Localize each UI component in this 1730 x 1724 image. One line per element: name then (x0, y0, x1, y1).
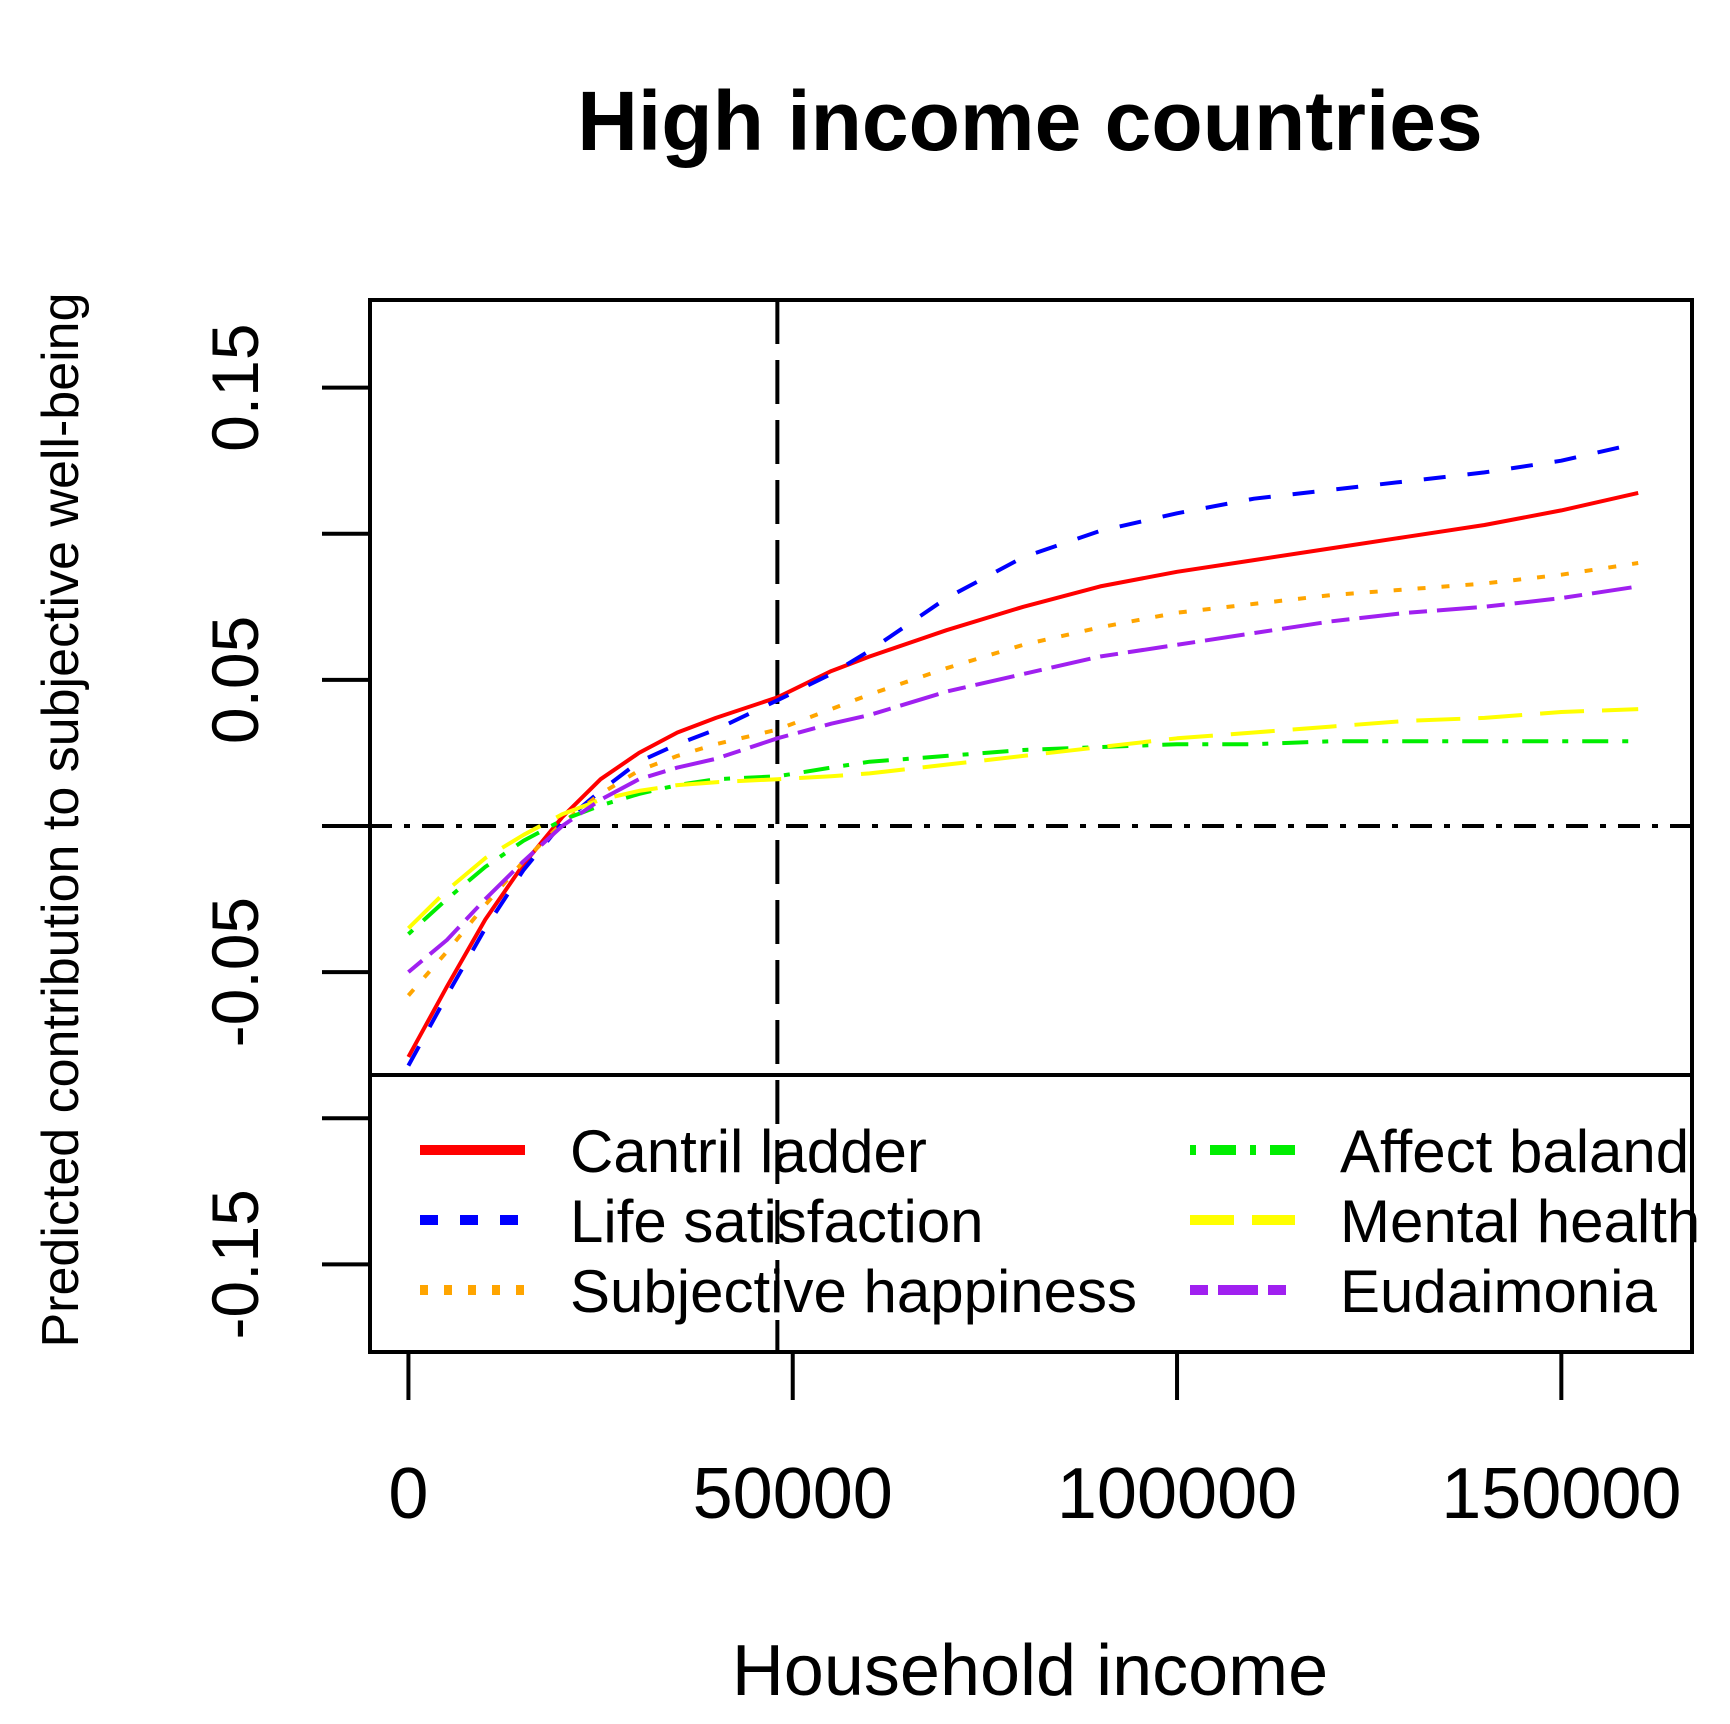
x-tick-label: 100000 (1057, 1454, 1297, 1534)
plot-frame (368, 298, 1694, 1354)
reference-lines (370, 300, 1692, 1352)
y-tick-label: 0.05 (198, 616, 272, 744)
x-tick-label: 0 (388, 1454, 428, 1534)
x-tick-label: 150000 (1441, 1454, 1681, 1534)
series-line-mental-health (406, 707, 1639, 930)
y-axis: -0.15 -0.05 0.05 0.15 (198, 323, 372, 1340)
x-axis-label: Household income (732, 1631, 1328, 1711)
legend-label: Cantril ladder (570, 1118, 927, 1185)
legend-label: Subjective happiness (570, 1258, 1137, 1325)
x-axis: 0 50000 100000 150000 (388, 1350, 1681, 1534)
x-tick-label: 50000 (693, 1454, 893, 1534)
y-axis-label: Predicted contribution to subjective wel… (32, 292, 90, 1347)
chart-title: High income countries (577, 74, 1482, 168)
series-line-life-satisfaction (406, 441, 1639, 1067)
legend-label: Mental health (1340, 1188, 1700, 1255)
series-line-cantril-ladder (406, 490, 1639, 1058)
y-tick-label: -0.05 (198, 897, 272, 1047)
series-lines (406, 441, 1639, 1067)
legend-label: Life satisfaction (570, 1188, 984, 1255)
series-line-subjective-happiness (406, 561, 1639, 997)
legend-label: Affect baland (1340, 1118, 1689, 1185)
series-line-affect-balance (407, 739, 1639, 936)
legend-label: Eudaimonia (1340, 1258, 1658, 1325)
series-line-eudaimonia (407, 584, 1639, 974)
y-tick-label: -0.15 (198, 1189, 272, 1339)
y-tick-label: 0.15 (198, 323, 272, 451)
